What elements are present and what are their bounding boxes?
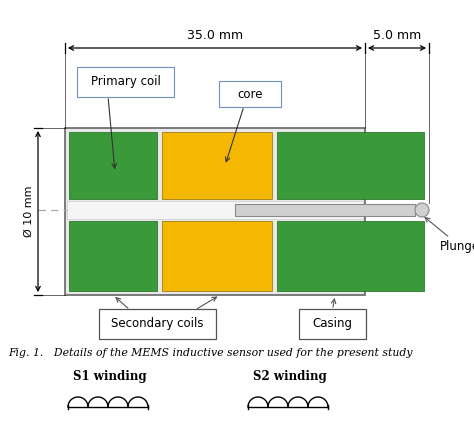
Bar <box>235 204 415 216</box>
FancyBboxPatch shape <box>299 309 366 339</box>
FancyBboxPatch shape <box>99 309 216 339</box>
FancyBboxPatch shape <box>219 81 281 107</box>
Bar <box>277 132 424 199</box>
FancyBboxPatch shape <box>77 67 174 97</box>
Circle shape <box>415 203 429 217</box>
Bar <box>69 221 157 291</box>
Bar <box>162 221 272 291</box>
Bar <box>67 201 363 219</box>
Bar <box>162 132 272 199</box>
Bar <box>69 132 157 199</box>
Text: 5.0 mm: 5.0 mm <box>373 29 421 42</box>
Text: 35.0 mm: 35.0 mm <box>187 29 243 42</box>
Text: Primary coil: Primary coil <box>91 76 160 89</box>
Text: Ø 10 mm: Ø 10 mm <box>24 186 34 237</box>
Text: Secondary coils: Secondary coils <box>111 317 204 330</box>
Text: Fig. 1.   Details of the MEMS inductive sensor used for the present study: Fig. 1. Details of the MEMS inductive se… <box>8 348 412 358</box>
Bar <box>277 221 424 291</box>
Text: S1 winding: S1 winding <box>73 370 147 383</box>
Text: core: core <box>237 87 263 100</box>
Text: Plunger: Plunger <box>440 240 474 253</box>
Text: Casing: Casing <box>312 317 353 330</box>
Text: S2 winding: S2 winding <box>253 370 327 383</box>
Bar <box>65 128 365 295</box>
